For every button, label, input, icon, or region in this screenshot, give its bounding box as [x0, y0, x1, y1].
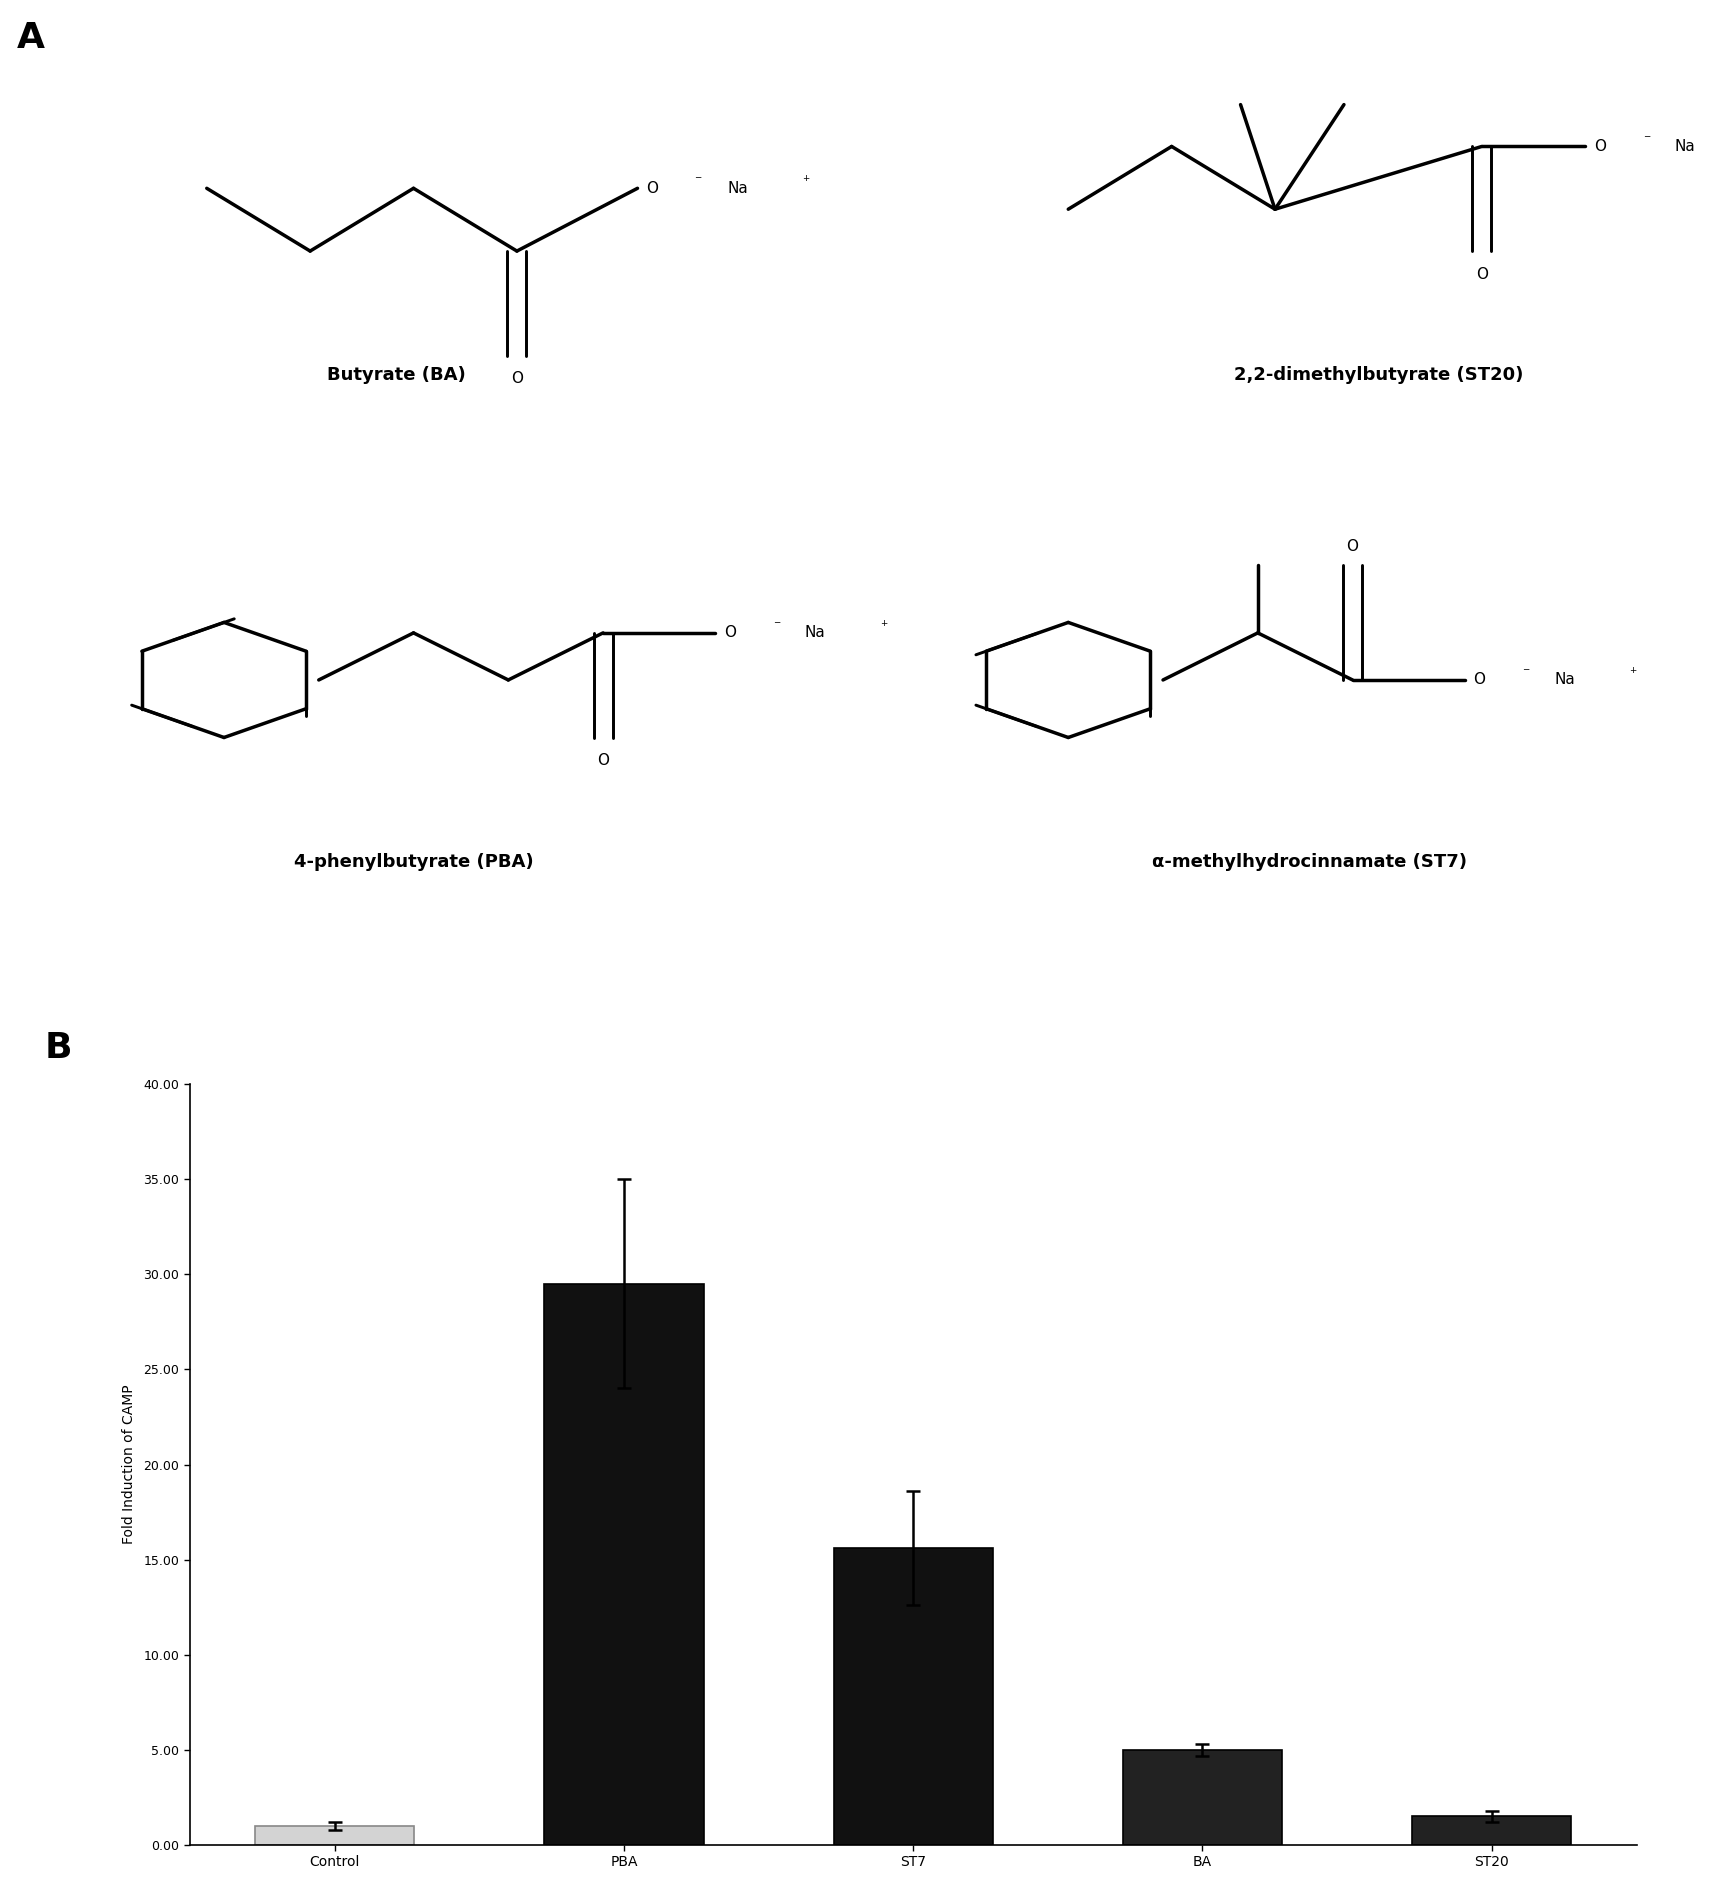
Text: Na: Na [805, 626, 825, 641]
Text: α-methylhydrocinnamate (ST7): α-methylhydrocinnamate (ST7) [1153, 852, 1466, 871]
Text: O: O [1347, 540, 1358, 555]
Text: $^+$: $^+$ [879, 618, 889, 631]
Bar [834, 1548, 992, 1845]
Text: $^+$: $^+$ [1628, 666, 1639, 679]
Text: O: O [1477, 266, 1487, 281]
Text: Na: Na [1675, 139, 1695, 154]
Text: O: O [646, 181, 658, 196]
Text: Na: Na [727, 181, 748, 196]
Text: O: O [1473, 673, 1485, 687]
Text: A: A [17, 21, 45, 55]
Text: $^-$: $^-$ [772, 618, 782, 631]
Bar [1413, 1816, 1571, 1845]
Y-axis label: Fold Induction of CAMP: Fold Induction of CAMP [122, 1385, 136, 1544]
Text: Butyrate (BA): Butyrate (BA) [327, 365, 465, 384]
Text: O: O [724, 626, 736, 641]
Bar [255, 1826, 414, 1845]
Text: $^+$: $^+$ [801, 175, 812, 188]
Text: 4-phenylbutyrate (PBA): 4-phenylbutyrate (PBA) [293, 852, 534, 871]
Text: Na: Na [1554, 673, 1575, 687]
Text: O: O [1594, 139, 1606, 154]
Bar [544, 1284, 703, 1845]
Text: O: O [598, 753, 608, 768]
Text: 2,2-dimethylbutyrate (ST20): 2,2-dimethylbutyrate (ST20) [1234, 365, 1523, 384]
Text: $^-$: $^-$ [1642, 133, 1652, 146]
Text: O: O [512, 371, 522, 386]
Text: $^-$: $^-$ [693, 175, 703, 188]
Bar [1123, 1750, 1282, 1845]
Text: $^-$: $^-$ [1521, 666, 1532, 679]
Text: B: B [45, 1031, 72, 1065]
